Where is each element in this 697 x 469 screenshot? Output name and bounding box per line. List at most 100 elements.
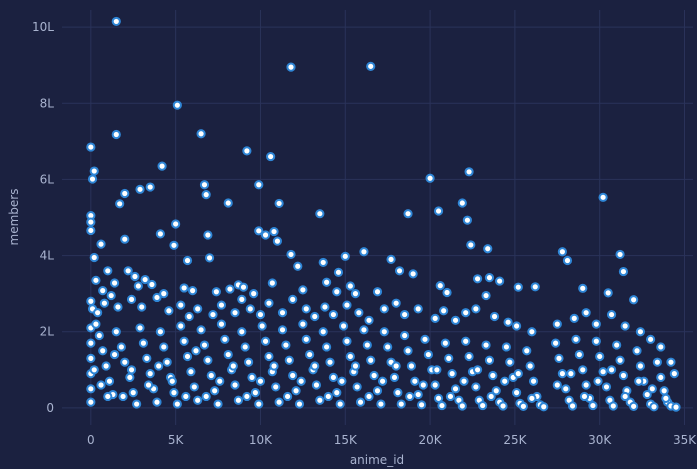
data-point [311, 380, 322, 390]
data-point [418, 380, 428, 390]
data-point [328, 309, 338, 320]
data-point [417, 400, 427, 410]
data-point [154, 361, 164, 371]
data-point [294, 399, 305, 409]
y-axis-ticks: 0 2L 4L 6L 8L 10L [32, 20, 54, 415]
data-point [138, 338, 149, 348]
data-point [579, 391, 590, 402]
data-point [142, 353, 152, 363]
data-point [238, 282, 249, 292]
data-point [242, 146, 252, 156]
data-point [288, 370, 298, 381]
data-point [257, 321, 267, 331]
data-point [103, 391, 113, 402]
data-point [182, 351, 193, 362]
data-point [435, 281, 445, 291]
data-point [106, 290, 116, 301]
data-point [318, 257, 328, 268]
data-point [511, 388, 522, 398]
data-point [101, 361, 111, 371]
data-point [298, 285, 308, 295]
data-point [391, 298, 401, 308]
data-point [94, 330, 104, 341]
data-point [481, 290, 491, 301]
data-point [539, 402, 549, 412]
data-point [120, 188, 130, 199]
data-point [601, 382, 612, 392]
data-point [89, 252, 99, 263]
data-point [249, 289, 259, 299]
data-point [366, 61, 376, 71]
data-point [109, 278, 120, 288]
data-point [145, 369, 155, 379]
data-point [593, 376, 603, 386]
data-point [215, 376, 225, 386]
data-point [527, 327, 537, 337]
data-point [172, 100, 182, 110]
data-point [277, 308, 288, 318]
data-point [567, 401, 578, 411]
data-point [483, 244, 493, 254]
data-point [666, 357, 676, 367]
x-tick-label: 15K [334, 433, 358, 447]
data-point [513, 369, 523, 379]
data-point [152, 397, 162, 407]
data-point [104, 376, 115, 386]
data-point [296, 376, 306, 386]
data-point [645, 334, 656, 344]
data-point [133, 281, 143, 291]
data-point [291, 386, 301, 396]
data-point [201, 391, 211, 402]
data-point [220, 334, 230, 344]
data-point [396, 399, 406, 409]
gridlines [62, 10, 693, 425]
data-point [288, 294, 298, 304]
data-point [405, 391, 415, 402]
data-point [503, 317, 513, 327]
data-point [337, 376, 347, 386]
data-point [201, 190, 211, 200]
data-point [281, 340, 291, 350]
data-point [116, 342, 126, 352]
data-point [359, 247, 369, 257]
data-point [342, 336, 352, 346]
data-point [199, 340, 210, 350]
data-point [199, 180, 210, 190]
data-point [126, 365, 137, 375]
data-point [254, 180, 264, 190]
data-point [157, 161, 167, 171]
data-point [169, 240, 179, 250]
data-point [269, 361, 279, 371]
data-point [91, 275, 101, 285]
y-axis-title: members [7, 189, 21, 246]
data-point [369, 370, 379, 381]
data-point [143, 380, 154, 390]
data-point [656, 372, 666, 383]
data-point [213, 399, 223, 409]
data-point [379, 327, 389, 337]
data-point [408, 269, 418, 279]
data-point [461, 308, 471, 318]
data-point [433, 206, 444, 216]
data-point [450, 315, 461, 325]
data-point [608, 401, 618, 411]
data-point [450, 384, 461, 394]
data-point [186, 367, 196, 377]
data-point [98, 346, 108, 356]
data-point [403, 346, 413, 356]
data-point [93, 308, 103, 318]
data-point [656, 342, 666, 352]
data-point [332, 388, 342, 398]
data-point [123, 266, 133, 276]
data-point [86, 217, 96, 227]
x-tick-label: 0 [87, 433, 95, 447]
data-point [598, 367, 608, 377]
data-point [352, 382, 362, 392]
data-point [320, 302, 330, 312]
y-tick-label: 10L [32, 20, 54, 34]
data-point [649, 402, 659, 412]
data-point [223, 349, 233, 360]
data-point [603, 288, 613, 298]
data-point [254, 399, 264, 409]
data-point [216, 319, 227, 329]
